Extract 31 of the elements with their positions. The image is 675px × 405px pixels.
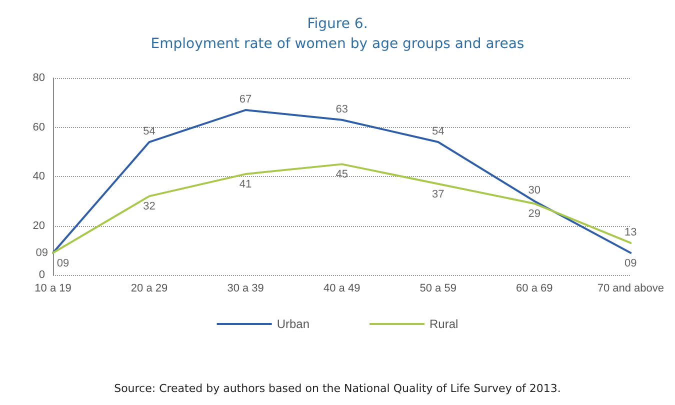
x-tick-label: 60 a 69 (516, 282, 553, 294)
data-label: 54 (432, 126, 444, 138)
source-note: Source: Created by authors based on the National Quality of Life Survey of 2013. (114, 382, 561, 395)
data-label: 29 (528, 208, 541, 220)
y-tick-label: 40 (32, 170, 45, 182)
data-label: 32 (143, 200, 156, 213)
legend-label: Rural (430, 317, 458, 331)
x-tick-label: 70 and above (597, 282, 664, 294)
data-label: 54 (143, 126, 156, 138)
chart-subtitle: Employment rate of women by age groups and areas (150, 36, 524, 52)
data-label: 09 (56, 257, 70, 270)
y-tick-label: 60 (32, 121, 45, 134)
x-tick-label: 40 a 49 (323, 282, 360, 294)
data-label: 30 (528, 184, 541, 197)
x-tick-label: 20 a 29 (130, 282, 168, 294)
data-label: 09 (624, 257, 637, 270)
chart-title: Figure 6. (307, 16, 368, 32)
data-label: 67 (239, 94, 252, 106)
y-tick-label: 0 (38, 269, 45, 281)
y-tick-label: 80 (32, 72, 45, 84)
data-label: 45 (336, 168, 348, 181)
data-label: 37 (432, 188, 444, 200)
data-label: 13 (624, 226, 637, 238)
data-label: 41 (239, 178, 252, 191)
x-tick-label: 50 a 59 (420, 282, 456, 294)
x-tick-label: 10 a 19 (34, 282, 72, 294)
legend-label: Urban (276, 317, 310, 331)
x-tick-label: 30 a 39 (227, 282, 264, 294)
y-tick-label: 20 (32, 220, 45, 232)
data-label: 63 (336, 103, 348, 116)
data-label: 09 (36, 246, 48, 259)
